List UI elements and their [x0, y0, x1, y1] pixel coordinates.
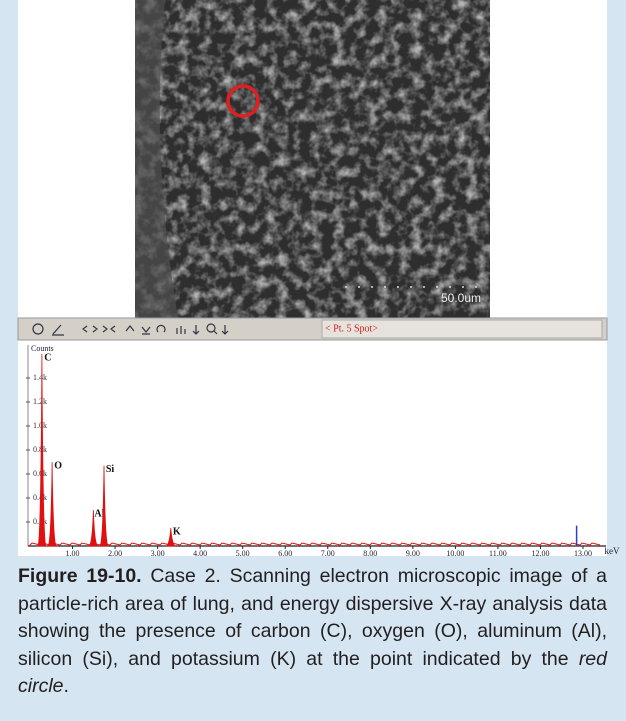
peak-label: Al [94, 508, 104, 519]
x-tick-label: 6.00 [278, 549, 292, 558]
peak [47, 461, 57, 547]
peak [99, 465, 109, 547]
x-tick-label: 3.00 [151, 549, 165, 558]
peak-label: O [54, 460, 62, 471]
x-tick-label: 13.00 [574, 549, 592, 558]
peak [165, 527, 176, 547]
x-tick-label: 1.00 [66, 549, 80, 558]
caption-text: Case 2. Scanning electron microscopic im… [18, 565, 608, 670]
peak [37, 353, 47, 547]
y-tick-label: 0.6k [33, 469, 47, 478]
x-tick-label: 9.00 [406, 549, 420, 558]
peak-label: Si [106, 464, 115, 475]
red-circle [226, 84, 260, 118]
x-tick-label: 10.00 [446, 549, 464, 558]
peak [88, 509, 99, 547]
x-tick-label: 7.00 [321, 549, 335, 558]
peak-label: C [44, 352, 51, 363]
caption-end: . [63, 675, 69, 697]
sem-texture [135, 0, 490, 318]
spot-label: < Pt. 5 Spot> [325, 323, 378, 334]
x-tick-label: 2.00 [108, 549, 122, 558]
caption: Figure 19-10. Case 2. Scanning electron … [18, 563, 607, 701]
y-tick-label: 1.4k [33, 373, 47, 382]
spectrum-chart: CountskeV0.2k0.4k0.6k0.8k1.0k1.2k1.4k1.0… [26, 344, 620, 558]
y-axis-label: Counts [31, 344, 54, 353]
sem-region [135, 0, 178, 318]
y-tick-label: 0.8k [33, 445, 47, 454]
caption-emphasis: red circle [18, 647, 607, 698]
caption-label: Figure 19-10. [18, 565, 142, 587]
x-tick-label: 5.00 [236, 549, 250, 558]
x-axis-label: keV [605, 546, 620, 556]
x-tick-label: 12.00 [531, 549, 549, 558]
x-tick-label: 4.00 [193, 549, 207, 558]
y-tick-label: 1.2k [33, 397, 47, 406]
x-tick-label: 8.00 [363, 549, 377, 558]
spot-field [321, 319, 603, 339]
x-tick-label: 11.00 [489, 549, 507, 558]
peak-label: K [173, 526, 181, 537]
y-tick-label: 1.0k [33, 421, 47, 430]
toolbar-icons [32, 323, 229, 336]
y-tick-label: 0.4k [33, 493, 47, 502]
scale-label: 50.0um [441, 291, 481, 305]
figure: 50.0um < Pt. 5 Spot> CountskeV0.2k0.4k0.… [17, 0, 620, 558]
baseline-noise [29, 542, 601, 546]
